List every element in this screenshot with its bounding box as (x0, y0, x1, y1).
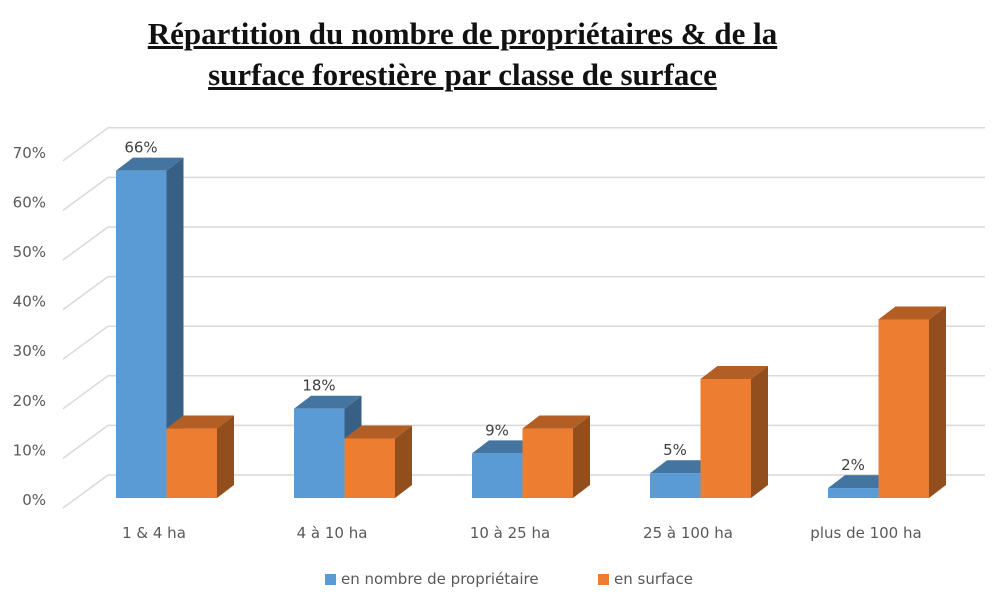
bar-side (395, 425, 412, 498)
y-tick-label: 60% (13, 193, 46, 211)
bar (344, 438, 395, 498)
y-tick-label: 50% (13, 243, 46, 261)
y-tick-label: 30% (13, 342, 46, 360)
bar-top (878, 306, 946, 320)
gridline-side (62, 127, 109, 162)
bar-top (116, 157, 184, 171)
bar (522, 428, 573, 498)
bar (650, 473, 701, 498)
data-label: 9% (485, 421, 509, 439)
y-tick-label: 10% (13, 441, 46, 459)
x-tick-label: 1 & 4 ha (122, 524, 186, 542)
gridline-side (62, 275, 109, 311)
x-tick-label: plus de 100 ha (810, 524, 921, 542)
y-tick-label: 20% (13, 392, 46, 410)
legend-label: en surface (614, 570, 693, 588)
bar-side (217, 415, 234, 498)
bar-side (573, 415, 590, 498)
data-label: 5% (663, 441, 687, 459)
bar-side (751, 365, 768, 498)
bar (828, 488, 879, 498)
chart-title-line-2: surface forestière par classe de surface (208, 57, 717, 92)
gridline-side (62, 375, 109, 410)
y-tick-label: 0% (22, 491, 46, 509)
data-label: 18% (302, 377, 335, 395)
x-tick-label: 4 à 10 ha (297, 524, 368, 542)
data-label: 2% (841, 456, 865, 474)
bar (878, 319, 929, 498)
bar-top (522, 415, 590, 429)
bar (472, 453, 523, 498)
legend-swatch-blue (325, 573, 336, 585)
x-tick-label: 10 à 25 ha (470, 524, 550, 542)
legend-swatch-orange (598, 573, 609, 585)
bar (166, 428, 217, 498)
gridline-side (62, 474, 109, 509)
legend-item-owners: en nombre de propriétaire (325, 570, 539, 588)
bar (700, 378, 751, 498)
gridline-side (62, 176, 109, 212)
gridline-side (62, 226, 109, 261)
x-tick-label: 25 à 100 ha (643, 524, 733, 542)
bar-top (344, 425, 412, 439)
bar (294, 408, 345, 498)
bar (116, 170, 167, 498)
legend-label: en nombre de propriétaire (341, 570, 539, 588)
chart-title-line-1: Répartition du nombre de propriétaires &… (147, 16, 778, 51)
bar-side (929, 306, 946, 498)
legend-item-surface: en surface (598, 570, 693, 588)
y-tick-label: 40% (13, 293, 46, 311)
gridline-side (62, 325, 109, 360)
bar-side (166, 157, 184, 498)
data-label: 66% (124, 139, 157, 157)
gridline-side (62, 424, 109, 460)
y-tick-label: 70% (13, 144, 46, 162)
bar-top (294, 395, 362, 409)
bar-top (166, 415, 234, 429)
bar-top (700, 365, 768, 379)
